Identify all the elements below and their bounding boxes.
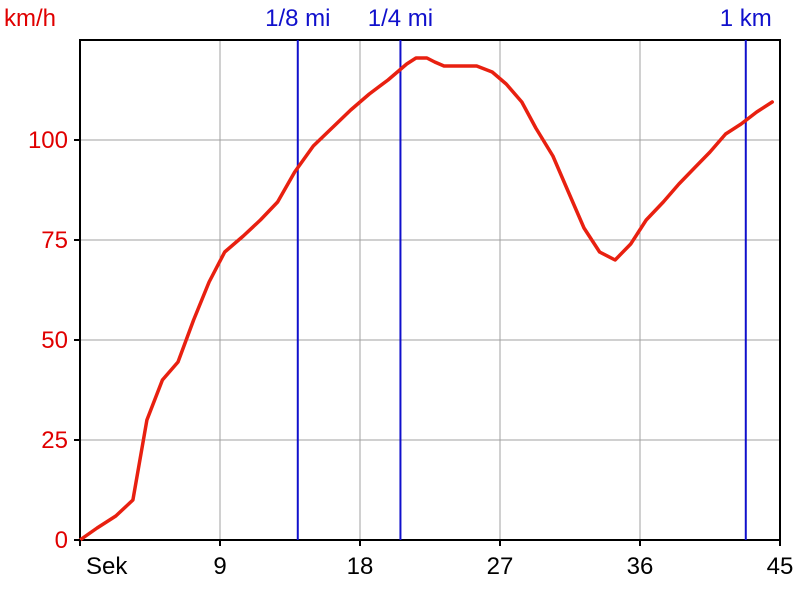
x-tick-label: 18 <box>347 553 374 580</box>
y-tick-label: 75 <box>41 227 68 254</box>
grid-lines <box>80 40 780 540</box>
distance-marker-label: 1/8 mi <box>265 5 330 32</box>
y-tick-label: 25 <box>41 427 68 454</box>
y-tick-label: 100 <box>28 127 68 154</box>
x-tick-label: Sek <box>86 553 128 580</box>
y-axis-unit: km/h <box>4 5 56 32</box>
y-tick-label: 50 <box>41 327 68 354</box>
x-tick-label: 27 <box>487 553 514 580</box>
distance-marker-label: 1 km <box>720 5 772 32</box>
y-tick-label: 0 <box>55 527 68 554</box>
tick-marks <box>74 139 781 546</box>
distance-markers: 1/8 mi 1/4 mi 1 km <box>265 5 772 540</box>
axis-labels: Sek 9 18 27 36 45 0 25 50 75 100 <box>28 127 793 580</box>
x-tick-label: 45 <box>767 553 794 580</box>
speed-series-line <box>78 56 774 542</box>
x-tick-label: 9 <box>213 553 226 580</box>
distance-marker-label: 1/4 mi <box>368 5 433 32</box>
x-tick-label: 36 <box>627 553 654 580</box>
series-group <box>78 56 774 542</box>
plot-frame <box>79 39 781 541</box>
